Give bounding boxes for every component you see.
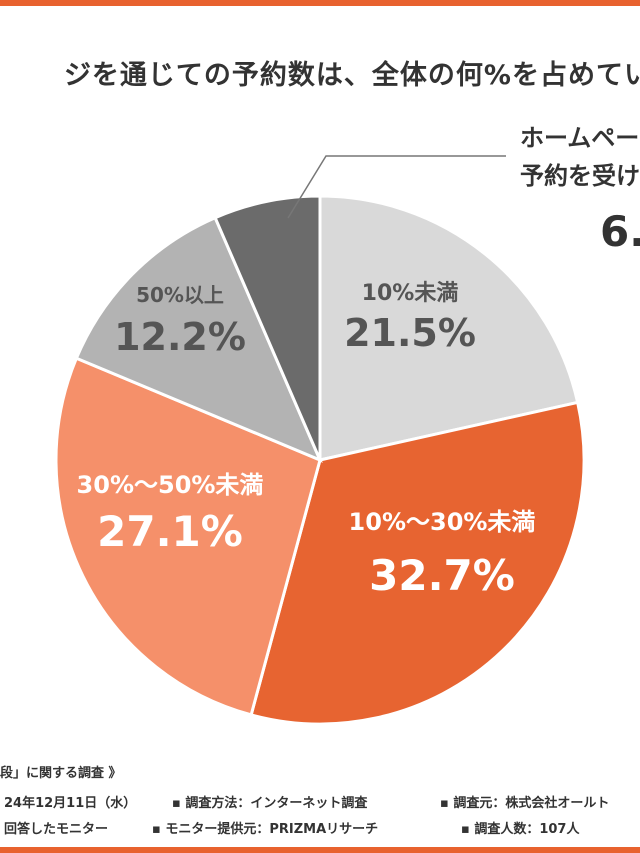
pie-slice-2 [249, 400, 586, 726]
chart-title-text: ジを通じての予約数は、全体の何%を占めてい [63, 60, 640, 91]
callout-label-line1: ホームペー [520, 124, 639, 152]
footer-source: ▪ 調査元：株式会社オールト [440, 796, 610, 811]
bottom-accent-bar [0, 847, 640, 853]
footer-provider: ▪ モニター提供元：PRIZMAリサーチ [152, 822, 379, 837]
footer-date: 24年12月11日（水） [4, 796, 137, 811]
slice-value-1: 21.5% [344, 311, 476, 355]
pie-slice-4 [74, 215, 323, 463]
footer-count: ▪ 調査人数：107人 [461, 822, 580, 837]
chart-title: ジを通じての予約数は、全体の何%を占めてい [0, 48, 640, 104]
top-accent-bar [0, 0, 640, 6]
footer-method: ▪ 調査方法：インターネット調査 [172, 796, 368, 811]
pie-slice-5 [213, 194, 322, 461]
slice-value-2: 32.7% [369, 551, 515, 600]
pie-slice-1 [318, 194, 580, 462]
pie-slice-3 [54, 356, 322, 717]
survey-footer: 段」に関する調査 》 24年12月11日（水） ▪ 調査方法：インターネット調査… [0, 764, 640, 844]
slice-value-3: 27.1% [97, 507, 243, 556]
slice-value-4: 12.2% [114, 315, 246, 359]
slice-label-2: 10%〜30%未満 [349, 508, 536, 536]
callout-label-line2: 予約を受け [520, 162, 640, 190]
pie-chart: 10%未満 21.5% 10%〜30%未満 32.7% 30%〜50%未満 27.1% 50… [54, 124, 640, 726]
slice-label-3: 30%〜50%未満 [77, 471, 264, 499]
footer-heading: 段」に関する調査 》 [0, 766, 122, 781]
callout-value: 6. [600, 207, 640, 256]
callout-leader-line [287, 155, 506, 219]
slice-label-1: 10%未満 [362, 280, 459, 306]
slice-label-4: 50%以上 [136, 283, 224, 307]
footer-target: 回答したモニター [4, 822, 109, 837]
